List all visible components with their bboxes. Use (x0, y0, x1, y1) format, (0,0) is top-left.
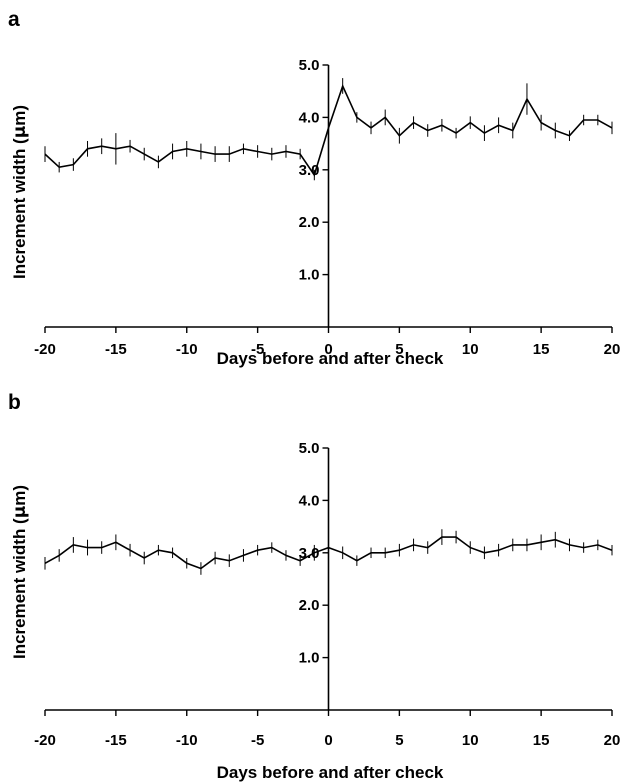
panel-a-plot: -20 -15 -10 -5 0 5 10 15 201.02.03.04.05.0 (34, 57, 620, 358)
panel-b-y-axis-title-prefix: Increment width ( (10, 518, 29, 659)
panel-b-y-axis-title-suffix: m) (10, 485, 29, 506)
panel-a: a Days before and after check Increment … (8, 8, 620, 368)
panel-a-y-tick-label: 4.0 (299, 109, 320, 126)
panel-b-x-axis-title: Days before and after check (217, 763, 444, 782)
panel-b: b Days before and after check Increment … (8, 391, 620, 782)
panel-b-x-tick-label: -10 (176, 732, 198, 749)
panel-b-x-tick-label: -20 (34, 732, 56, 749)
panel-b-y-tick-label: 2.0 (299, 597, 320, 614)
panel-a-x-tick-label: -20 (34, 341, 56, 358)
panel-a-y-axis-title-mu: μ (10, 126, 30, 139)
panel-a-y-axis-title: Increment width (μm) (10, 105, 30, 279)
panel-a-x-tick-label: -15 (105, 341, 127, 358)
panel-a-x-tick-label: -5 (251, 341, 264, 358)
panel-a-x-tick-label: 10 (462, 341, 479, 358)
panel-a-x-axis-title: Days before and after check (217, 349, 444, 368)
panel-a-y-tick-label: 1.0 (299, 267, 320, 284)
panel-b-y-tick-label: 1.0 (299, 650, 320, 667)
panel-a-label: a (8, 8, 20, 31)
panel-b-x-tick-label: -5 (251, 732, 264, 749)
panel-a-y-axis-title-prefix: Increment width ( (10, 138, 29, 279)
panel-b-plot: -20 -15 -10 -5 0 5 10 15 201.02.03.04.05.0 (34, 440, 620, 749)
panel-b-x-tick-label: -15 (105, 732, 127, 749)
panel-b-x-tick-label: 15 (533, 732, 550, 749)
panel-a-x-tick-label: -10 (176, 341, 198, 358)
panel-a-x-tick-label: 15 (533, 341, 550, 358)
panel-b-y-axis-title-mu: μ (10, 506, 30, 519)
panel-b-y-axis-title: Increment width (μm) (10, 485, 30, 659)
panel-b-label: b (8, 391, 21, 414)
panel-b-x-tick-label: 20 (604, 732, 621, 749)
panel-a-y-tick-label: 5.0 (299, 57, 320, 74)
panel-b-x-tick-label: 10 (462, 732, 479, 749)
panel-b-x-tick-label: 0 (324, 732, 332, 749)
panel-a-y-tick-label: 2.0 (299, 214, 320, 231)
panel-a-x-tick-label: 0 (324, 341, 332, 358)
panel-b-y-tick-label: 5.0 (299, 440, 320, 457)
panel-b-y-tick-label: 4.0 (299, 492, 320, 509)
panel-b-x-tick-label: 5 (395, 732, 403, 749)
panel-a-y-axis-title-suffix: m) (10, 105, 29, 126)
panel-a-x-tick-label: 20 (604, 341, 621, 358)
panel-a-x-tick-label: 5 (395, 341, 403, 358)
